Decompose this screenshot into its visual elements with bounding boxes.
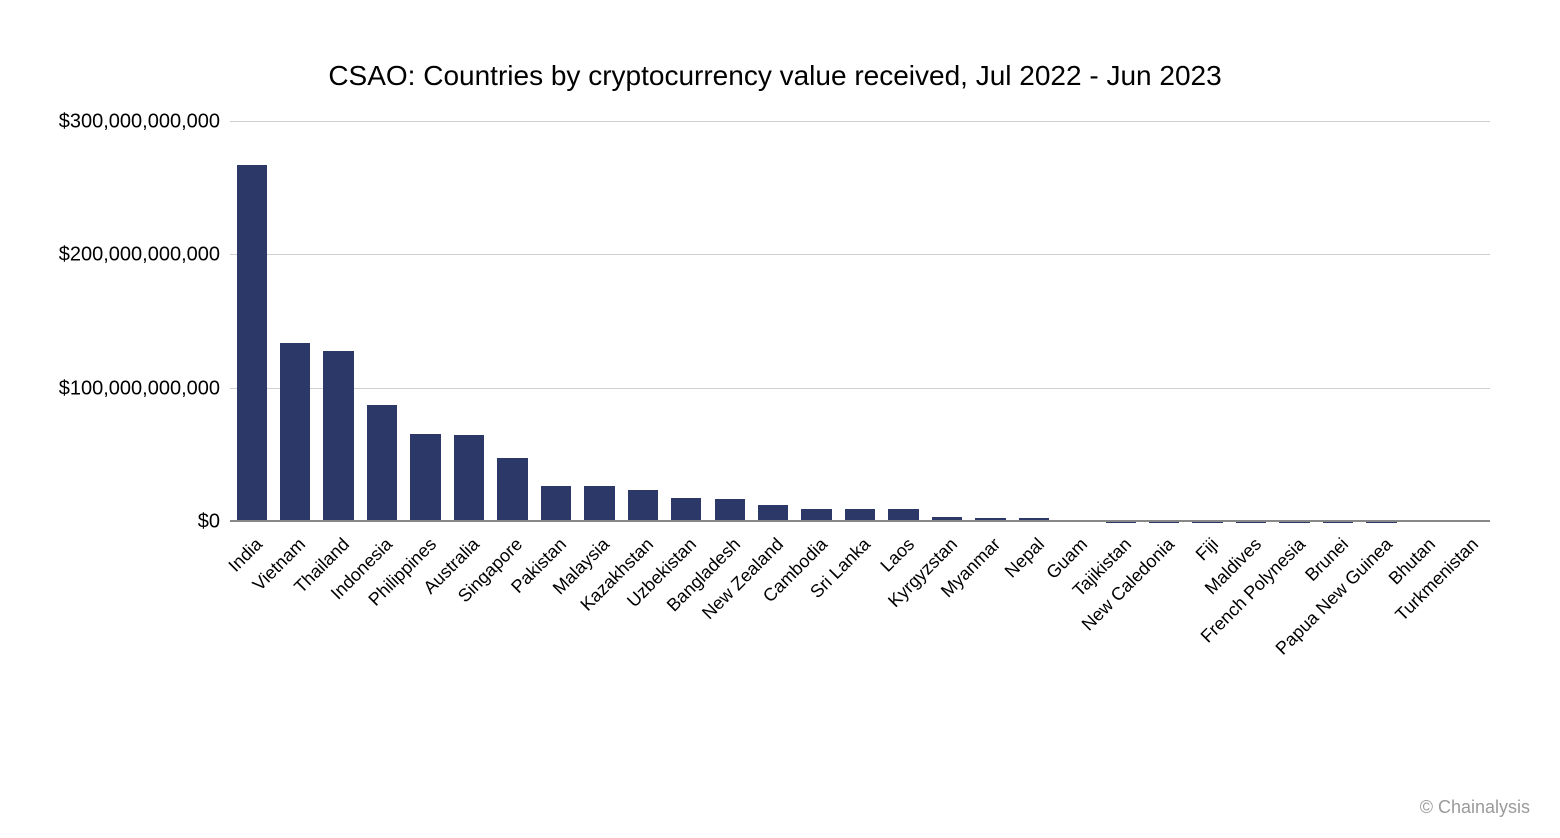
bar-slot <box>230 122 273 522</box>
bar-slot <box>1447 122 1490 522</box>
x-tick-label: Nepal <box>1001 534 1049 582</box>
bar-slot <box>1403 122 1446 522</box>
chart-container: CSAO: Countries by cryptocurrency value … <box>50 60 1500 760</box>
bar-slot <box>491 122 534 522</box>
y-tick-label: $200,000,000,000 <box>59 244 230 267</box>
bar <box>541 486 571 522</box>
bar <box>628 490 658 522</box>
bars-group <box>230 122 1490 522</box>
y-tick-label: $300,000,000,000 <box>59 111 230 134</box>
bar <box>715 499 745 522</box>
bar-slot <box>404 122 447 522</box>
bar <box>323 351 353 522</box>
bar-slot <box>1143 122 1186 522</box>
bar <box>367 405 397 522</box>
bar-slot <box>838 122 881 522</box>
bar-slot <box>882 122 925 522</box>
bar <box>671 498 701 522</box>
bar-slot <box>621 122 664 522</box>
bar-slot <box>1099 122 1142 522</box>
bar-slot <box>447 122 490 522</box>
bar-slot <box>317 122 360 522</box>
bar-slot <box>1360 122 1403 522</box>
chart-title: CSAO: Countries by cryptocurrency value … <box>50 60 1500 92</box>
bar-slot <box>1273 122 1316 522</box>
bar <box>237 165 267 522</box>
plot-area: $0$100,000,000,000$200,000,000,000$300,0… <box>230 122 1490 522</box>
bar <box>280 343 310 522</box>
bar-slot <box>360 122 403 522</box>
bar-slot <box>1229 122 1272 522</box>
x-tick-label: Fiji <box>1191 534 1222 565</box>
attribution-text: © Chainalysis <box>1420 797 1530 818</box>
y-tick-label: $100,000,000,000 <box>59 377 230 400</box>
bar-slot <box>751 122 794 522</box>
x-axis-line <box>230 520 1490 522</box>
bar <box>454 435 484 522</box>
bar-slot <box>534 122 577 522</box>
bar <box>410 434 440 522</box>
bar-slot <box>925 122 968 522</box>
bar-slot <box>1186 122 1229 522</box>
bar-slot <box>1012 122 1055 522</box>
bar-slot <box>969 122 1012 522</box>
bar <box>584 486 614 522</box>
bar-slot <box>795 122 838 522</box>
y-tick-label: $0 <box>198 511 230 534</box>
bar-slot <box>665 122 708 522</box>
bar-slot <box>1316 122 1359 522</box>
bar-slot <box>273 122 316 522</box>
bar-slot <box>1056 122 1099 522</box>
bar-slot <box>578 122 621 522</box>
bar <box>497 458 527 522</box>
bar-slot <box>708 122 751 522</box>
